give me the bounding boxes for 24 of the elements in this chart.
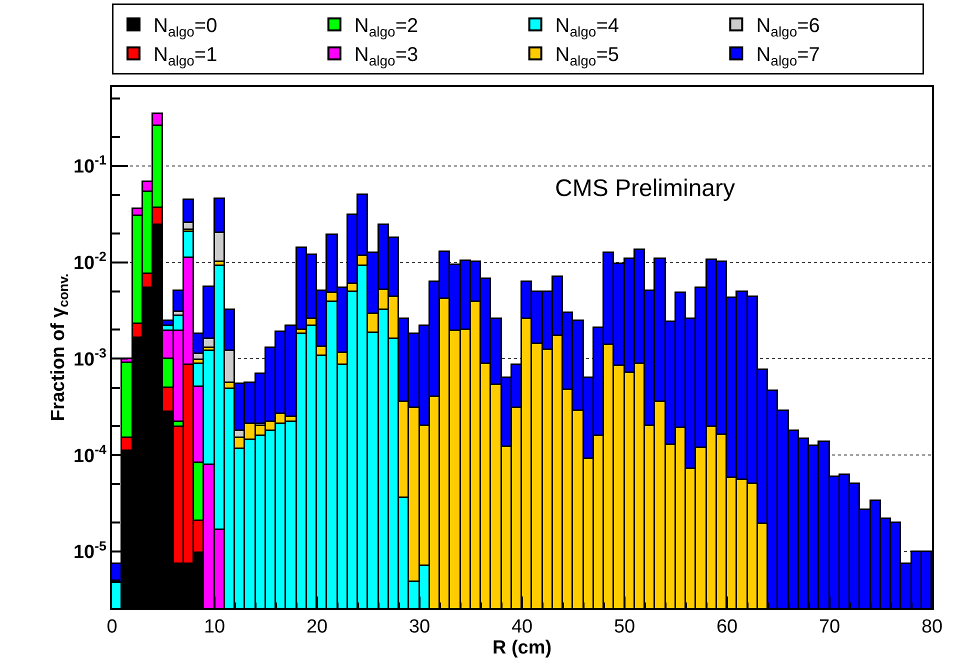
x-tick-label: 0: [106, 616, 118, 638]
y-tick-label: 10$^{-5}$: [73, 538, 108, 564]
x-tick-label: 80: [921, 616, 943, 638]
x-tick-label: 50: [614, 616, 636, 638]
annotation: CMS Preliminary: [555, 175, 736, 202]
y-tick-label: 10$^{-4}$: [73, 442, 108, 467]
legend-label: N$_{algo}$=4: [555, 15, 620, 40]
legend-label: N$_{algo}$=7: [756, 44, 820, 68]
x-tick-label: 20: [306, 616, 328, 638]
x-tick-label: 70: [818, 616, 840, 638]
x-axis-title: R (cm): [492, 638, 552, 659]
x-tick-label: 10: [204, 616, 226, 638]
legend-label: N$_{algo}$=3: [354, 44, 418, 68]
y-tick-label: 10$^{-2}$: [73, 248, 106, 274]
legend-label: N$_{algo}$=1: [154, 44, 218, 68]
x-tick-label: 60: [716, 616, 738, 638]
legend-label: N$_{algo}$=6: [756, 15, 820, 40]
y-tick-label: 10$^{-1}$: [73, 152, 108, 178]
legend-label: N$_{algo}$=2: [354, 15, 418, 40]
y-tick-label: 10$^{-3}$: [73, 345, 106, 370]
legend-label: N$_{algo}$=5: [555, 44, 620, 68]
x-tick-label: 40: [511, 616, 533, 638]
x-tick-label: 30: [408, 616, 430, 638]
legend-label: N$_{algo}$=0: [154, 15, 218, 40]
